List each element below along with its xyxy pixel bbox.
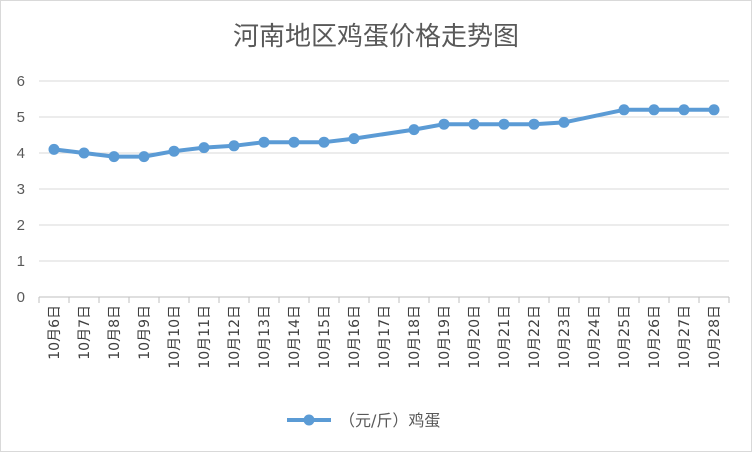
y-tick-label: 1 <box>17 253 25 270</box>
y-tick-label: 2 <box>17 217 25 234</box>
y-tick-label: 5 <box>17 109 25 126</box>
x-tick-label: 10月13日 <box>257 305 273 369</box>
data-point <box>108 151 120 163</box>
x-tick-label: 10月19日 <box>437 305 453 369</box>
data-point <box>408 124 420 136</box>
x-tick-label: 10月25日 <box>617 305 633 369</box>
data-point <box>258 136 270 148</box>
data-point <box>528 118 540 130</box>
legend: （元/斤）鸡蛋 <box>287 411 440 430</box>
x-tick-label: 10月12日 <box>227 305 243 369</box>
y-axis-tick-labels: 0 1 2 3 4 5 6 <box>17 73 25 306</box>
data-point <box>318 136 330 148</box>
x-tick-label: 10月26日 <box>647 305 663 369</box>
data-point <box>288 136 300 148</box>
x-tick-label: 10月6日 <box>47 305 63 360</box>
x-tick-label: 10月15日 <box>317 305 333 369</box>
x-tick-label: 10月9日 <box>137 305 153 360</box>
data-point <box>438 118 450 130</box>
data-point <box>168 145 180 157</box>
x-tick-label: 10月17日 <box>377 305 393 369</box>
x-axis: 10月6日 10月7日 10月8日 10月9日 10月10日 10月11日 10月12日 10… <box>38 296 730 369</box>
x-tick-label: 10月28日 <box>707 305 723 369</box>
data-point <box>78 147 90 159</box>
x-tick-label: 10月23日 <box>557 305 573 369</box>
data-point <box>708 104 720 116</box>
legend-marker <box>303 414 315 426</box>
x-tick-label: 10月27日 <box>677 305 693 369</box>
x-tick-label: 10月21日 <box>497 305 513 369</box>
y-tick-label: 3 <box>17 181 25 198</box>
chart-title: 河南地区鸡蛋价格走势图 <box>233 22 519 52</box>
y-tick-label: 6 <box>17 73 25 90</box>
legend-label: （元/斤）鸡蛋 <box>339 411 440 430</box>
data-point <box>468 118 480 130</box>
x-tick-label: 10月11日 <box>197 305 213 369</box>
data-point <box>228 140 240 152</box>
x-tick-label: 10月16日 <box>347 305 363 369</box>
data-point <box>648 104 660 116</box>
x-tick-label: 10月10日 <box>167 305 183 369</box>
x-tick-label: 10月18日 <box>407 305 423 369</box>
x-tick-label: 10月20日 <box>467 305 483 369</box>
x-tick-label: 10月14日 <box>287 305 303 369</box>
data-point <box>138 151 150 163</box>
x-tick-label: 10月22日 <box>527 305 543 369</box>
series-layer <box>48 104 720 163</box>
data-point <box>198 142 210 154</box>
data-point <box>498 118 510 130</box>
data-point <box>558 116 570 128</box>
x-tick-label: 10月7日 <box>77 305 93 360</box>
y-tick-label: 4 <box>17 145 25 162</box>
data-point <box>48 143 60 155</box>
data-point <box>618 104 630 116</box>
y-tick-label: 0 <box>17 289 25 306</box>
data-point <box>348 133 360 145</box>
x-tick-label: 10月8日 <box>107 305 123 360</box>
data-point <box>678 104 690 116</box>
x-tick-label: 10月24日 <box>587 305 603 369</box>
